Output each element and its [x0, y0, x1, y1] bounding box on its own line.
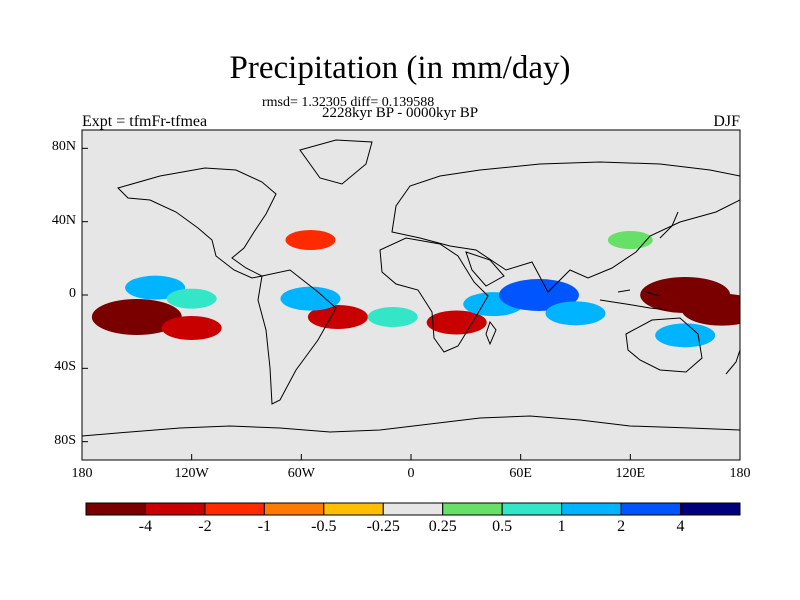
anomaly-feature [91, 299, 182, 335]
y-tick-label: 0 [69, 286, 76, 301]
stats-subtitle: rmsd= 1.32305 diff= 0.139588 [262, 95, 435, 110]
x-tick-label: 60W [287, 466, 315, 481]
colorbar-swatch [144, 502, 206, 516]
colorbar-tick-label: -0.5 [311, 518, 337, 535]
anomaly-feature [280, 286, 341, 311]
colorbar-swatch [263, 502, 325, 516]
anomaly-feature [307, 305, 368, 329]
colorbar-tick-label: -2 [198, 518, 212, 535]
anomaly-field [91, 230, 740, 348]
period-subtitle: 2228kyr BP - 0000kyr BP [322, 105, 479, 121]
x-tick-label: 0 [407, 466, 415, 481]
colorbar-swatch [323, 502, 384, 516]
x-tick-label: 60E [509, 466, 532, 481]
x-tick-label: 120W [174, 466, 209, 481]
anomaly-feature [498, 279, 579, 311]
colorbar-tick-label: -0.25 [366, 518, 400, 535]
colorbar-tick-label: 2 [617, 518, 626, 535]
colorbar-swatch [501, 502, 563, 516]
colorbar-swatch [382, 502, 444, 516]
anomaly-feature [367, 307, 418, 327]
y-tick-label: 80S [54, 432, 76, 448]
colorbar-swatch [620, 502, 682, 516]
anomaly-feature [426, 310, 487, 335]
anomaly-feature [161, 316, 222, 340]
axis-ticks [81, 147, 741, 460]
colorbar-tick-label: 4 [676, 518, 685, 535]
colorbar-swatch [85, 502, 146, 516]
colorbar-swatch [680, 502, 741, 516]
coastlines [82, 139, 740, 437]
anomaly-feature [285, 230, 336, 250]
season-label: DJF [713, 113, 740, 130]
anomaly-feature [607, 231, 653, 249]
y-tick-label: 40N [51, 212, 76, 228]
colorbar-tick-label: 0.25 [428, 518, 457, 535]
colorbar-tick-label: -4 [138, 518, 153, 535]
colorbar [85, 502, 741, 516]
colorbar-swatch [561, 502, 622, 516]
x-tick-label: 180 [729, 466, 751, 481]
anomaly-feature [681, 293, 740, 326]
anomaly-feature [655, 323, 716, 348]
colorbar-tick-label: 1 [557, 518, 566, 535]
colorbar-swatch [204, 502, 265, 516]
anomaly-feature [166, 288, 217, 309]
y-tick-label: 40S [54, 359, 76, 375]
x-tick-label: 120E [615, 466, 646, 481]
chart-title: Precipitation (in mm/day) [229, 50, 571, 86]
experiment-label: Expt = tfmFr-tfmea [82, 113, 208, 130]
colorbar-tick-label: -1 [257, 518, 272, 535]
y-tick-label: 80N [51, 139, 76, 155]
colorbar-tick-label: 0.5 [492, 518, 513, 535]
colorbar-swatch [442, 502, 503, 516]
x-tick-label: 180 [71, 466, 93, 481]
anomaly-feature [545, 301, 606, 326]
